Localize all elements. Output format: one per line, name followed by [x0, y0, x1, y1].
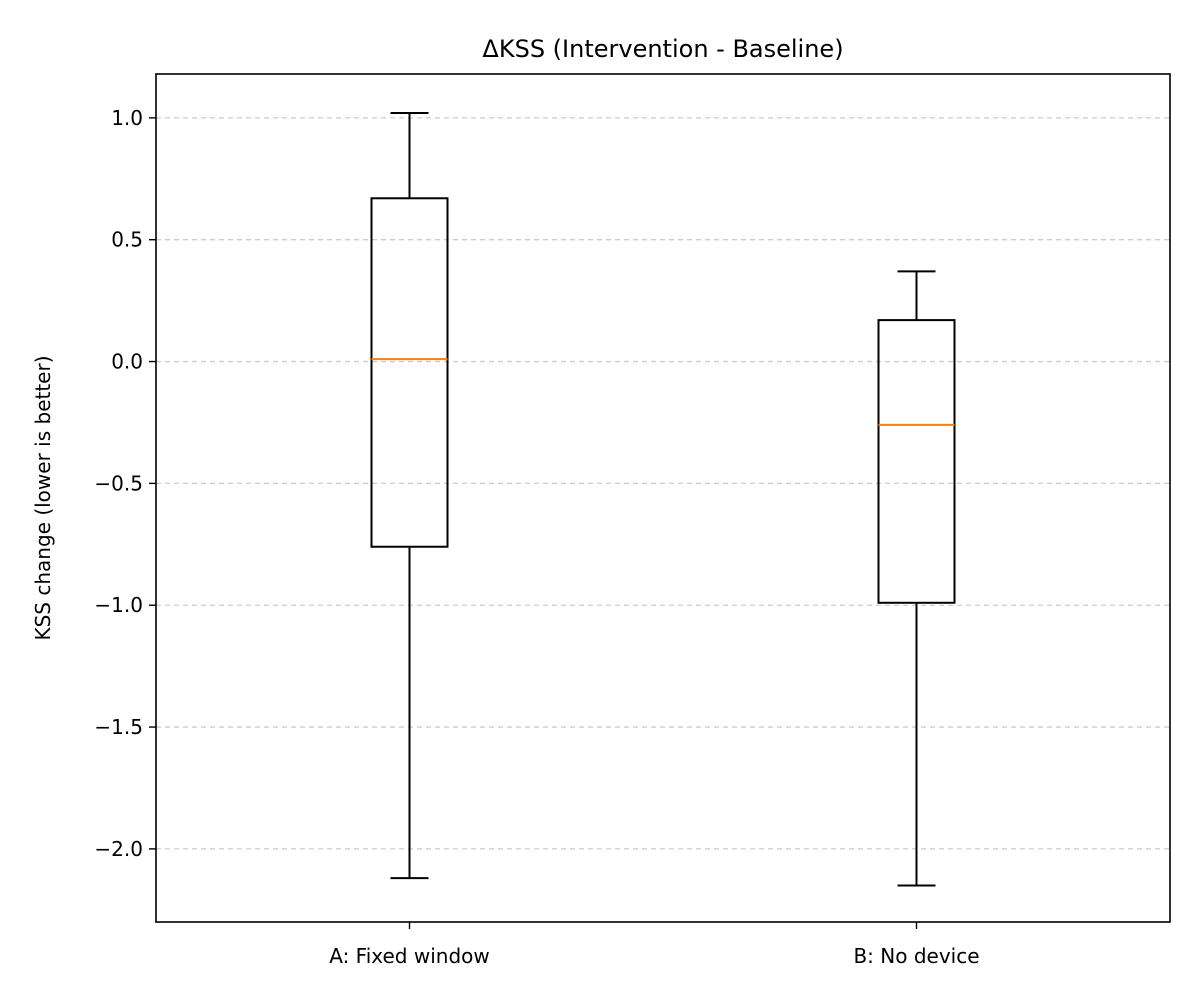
x-tick-label: B: No device: [853, 944, 979, 968]
y-tick-label: −1.5: [94, 715, 143, 739]
y-tick-label: 1.0: [111, 106, 143, 130]
plot-frame: [155, 73, 1171, 923]
y-tick-label: −0.5: [94, 471, 143, 495]
box-iqr: [877, 319, 956, 604]
y-axis-label: KSS change (lower is better): [31, 355, 55, 640]
y-tick-label: −1.0: [94, 593, 143, 617]
y-axis-ticks: 1.0 0.5 0.0 −0.5 −1.0 −1.5 −2.0: [94, 106, 156, 861]
y-tick-label: −2.0: [94, 837, 143, 861]
box-group: [370, 111, 449, 880]
grid-lines: [156, 117, 1170, 850]
boxes: [370, 111, 956, 887]
chart-title: ΔKSS (Intervention - Baseline): [482, 35, 843, 63]
x-axis-ticks: A: Fixed window B: No device: [329, 922, 980, 968]
box-group: [877, 270, 956, 887]
box-iqr: [370, 197, 449, 548]
y-tick-label: 0.0: [111, 350, 143, 374]
x-tick-label: A: Fixed window: [329, 944, 490, 968]
y-tick-label: 0.5: [111, 228, 143, 252]
